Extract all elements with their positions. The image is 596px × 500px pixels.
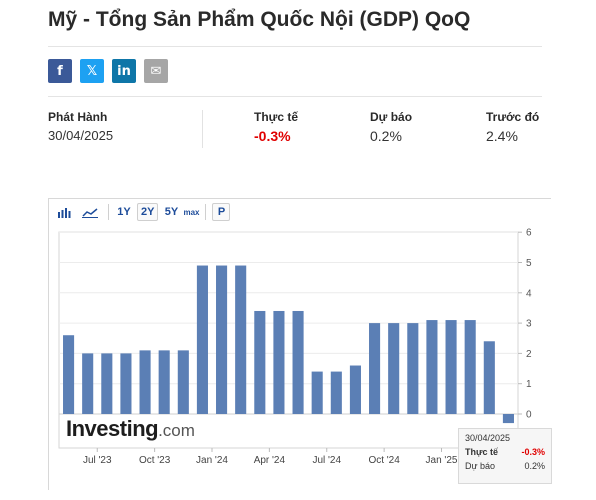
y-tick-label: 5 xyxy=(526,258,532,269)
x-tick-label: Apr '24 xyxy=(254,455,286,466)
x-tick-label: Oct '23 xyxy=(139,455,171,466)
facebook-icon: f xyxy=(57,63,63,79)
bar xyxy=(273,310,285,414)
chart-bars xyxy=(63,265,514,424)
tooltip-date-row: 30/04/2025 xyxy=(465,433,545,443)
toolbar-separator xyxy=(205,204,207,220)
line-chart-button[interactable] xyxy=(78,203,102,221)
title-divider xyxy=(48,46,542,47)
page-title: Mỹ - Tổng Sản Phẩm Quốc Nội (GDP) QoQ xyxy=(48,8,471,31)
y-tick-label: 1 xyxy=(526,379,532,390)
x-tick-label: Jul '23 xyxy=(83,455,112,466)
stat-forecast: Dự báo 0.2% xyxy=(370,110,412,144)
tooltip-forecast-value: 0.2% xyxy=(524,461,545,471)
facebook-share-button[interactable]: f xyxy=(48,59,72,83)
tooltip-forecast-row: Dự báo 0.2% xyxy=(465,461,545,471)
bar xyxy=(235,265,247,414)
tooltip-actual-row: Thực tế -0.3% xyxy=(465,447,545,457)
bar xyxy=(63,335,75,414)
bar xyxy=(292,310,304,414)
tooltip-date: 30/04/2025 xyxy=(465,433,511,443)
bar xyxy=(502,414,514,424)
twitter-icon: 𝕏 xyxy=(86,63,98,79)
x-axis-ticks: Jul '23 Oct '23 Jan '24 Apr '24 Jul '24 Oct '… xyxy=(83,448,458,466)
bar xyxy=(158,350,170,414)
bar-chart-icon xyxy=(58,207,71,218)
forecast-value: 0.2% xyxy=(370,128,402,144)
bar xyxy=(120,353,132,414)
x-tick-label: Jan '25 xyxy=(426,455,458,466)
chart-grid xyxy=(58,231,519,449)
bar xyxy=(464,320,476,414)
y-tick-label: 6 xyxy=(526,228,532,239)
previous-value: 2.4% xyxy=(486,128,518,144)
y-axis-ticks: 6 5 4 3 2 1 0 xyxy=(518,228,532,421)
bar xyxy=(216,265,228,414)
bar xyxy=(369,323,381,414)
line-chart-icon xyxy=(82,207,98,218)
forecast-label: Dự báo xyxy=(370,110,413,124)
investing-watermark: Investing.com xyxy=(66,416,195,442)
chart-panel xyxy=(48,198,551,490)
bar xyxy=(311,371,323,414)
stat-actual: Thực tế -0.3% xyxy=(254,110,298,144)
bar xyxy=(407,323,419,414)
share-divider xyxy=(48,96,542,97)
linkedin-icon: in xyxy=(117,63,131,79)
bar xyxy=(139,350,151,414)
bar xyxy=(445,320,457,414)
release-date: 30/04/2025 xyxy=(48,128,114,143)
previous-label: Trước đó xyxy=(486,110,540,124)
twitter-share-button[interactable]: 𝕏 xyxy=(80,59,104,83)
bar xyxy=(254,310,266,414)
x-tick-label: Jul '24 xyxy=(312,455,341,466)
watermark-suffix: .com xyxy=(158,421,195,440)
chart-tooltip: 30/04/2025 Thực tế -0.3% Dự báo 0.2% xyxy=(458,428,552,484)
bar xyxy=(349,365,361,414)
bar xyxy=(196,265,208,414)
y-tick-label: 2 xyxy=(526,349,532,360)
range-max-button[interactable]: max xyxy=(183,207,200,217)
bar xyxy=(426,320,438,414)
bar-chart-button[interactable] xyxy=(54,203,74,221)
y-tick-label: 0 xyxy=(526,410,532,421)
chart-toolbar: 1Y 2Y 5Y max P xyxy=(54,202,231,222)
tooltip-actual-value: -0.3% xyxy=(521,447,545,457)
watermark-brand: Investing xyxy=(66,416,159,441)
range-1y-button[interactable]: 1Y xyxy=(117,206,131,218)
email-icon: ✉ xyxy=(150,63,162,79)
stats-divider xyxy=(202,110,203,148)
email-share-button[interactable]: ✉ xyxy=(144,59,168,83)
bar xyxy=(177,350,189,414)
x-tick-label: Oct '24 xyxy=(368,455,400,466)
tooltip-actual-label: Thực tế xyxy=(465,447,499,457)
linkedin-share-button[interactable]: in xyxy=(112,59,136,83)
release-stats: Phát Hành 30/04/2025 Thực tế -0.3% Dự bá… xyxy=(48,110,548,150)
x-tick-label: Jan '24 xyxy=(196,455,228,466)
bar xyxy=(82,353,94,414)
y-tick-label: 3 xyxy=(526,319,532,330)
stat-release: Phát Hành 30/04/2025 xyxy=(48,110,113,143)
bar xyxy=(388,323,400,414)
bar xyxy=(483,341,495,414)
stat-previous: Trước đó 2.4% xyxy=(486,110,539,144)
toolbar-separator xyxy=(108,204,109,220)
release-label: Phát Hành xyxy=(48,110,108,124)
p-button[interactable]: P xyxy=(212,203,231,221)
range-2y-button[interactable]: 2Y xyxy=(137,203,159,221)
share-bar: f 𝕏 in ✉ xyxy=(48,59,168,83)
y-tick-label: 4 xyxy=(526,288,532,299)
tooltip-forecast-label: Dự báo xyxy=(465,461,496,471)
range-5y-button[interactable]: 5Y xyxy=(164,206,179,218)
actual-value: -0.3% xyxy=(254,128,291,144)
actual-label: Thực tế xyxy=(254,110,299,124)
bar xyxy=(101,353,113,414)
bar xyxy=(330,371,342,414)
